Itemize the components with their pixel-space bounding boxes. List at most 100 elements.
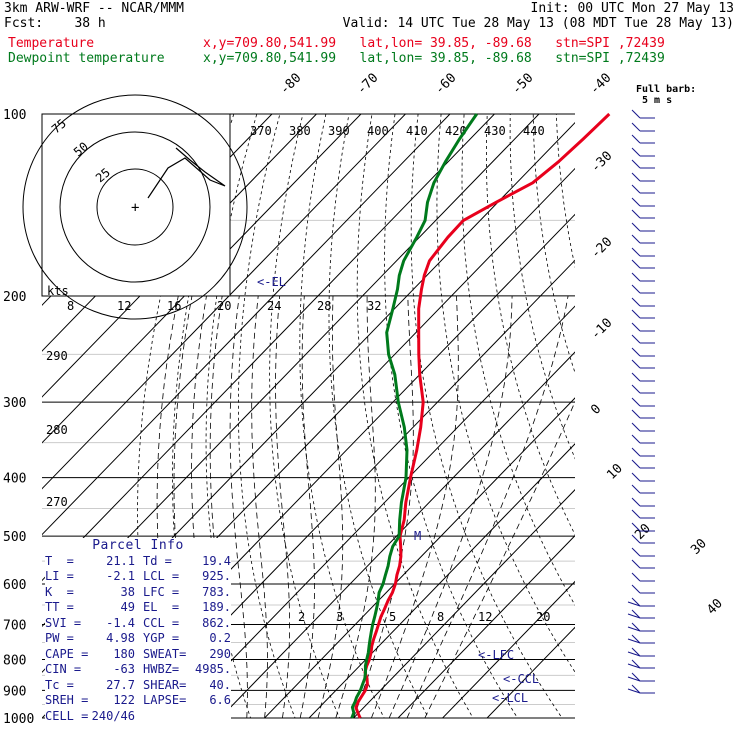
parcel-info-title: Parcel Info xyxy=(92,538,184,553)
parcel-cell: 4985. xyxy=(195,662,232,676)
wind-barb-feather xyxy=(631,559,641,569)
parcel-cell: 180 xyxy=(113,646,135,661)
wind-barb-feather xyxy=(631,509,641,519)
parcel-row: CIN = -63 HWBZ= 4985. xyxy=(45,662,231,678)
dry-adiabat-line xyxy=(485,114,575,536)
parcel-cell: YGP = xyxy=(143,631,180,645)
wind-barb-feather xyxy=(631,209,641,219)
parcel-cell: -2.1 xyxy=(106,569,135,583)
parcel-cell: 783. xyxy=(202,584,231,599)
pressure-tick-label: 900 xyxy=(3,684,26,699)
mixing-ratio-label: 20 xyxy=(217,299,231,313)
parcel-cell: 49 xyxy=(120,600,135,614)
wind-barb-feather xyxy=(631,334,641,344)
wind-barb-feather xyxy=(631,584,641,594)
parcel-cell: 122 xyxy=(113,693,135,707)
moist-adiabat-line xyxy=(317,295,344,718)
wind-barb-feather xyxy=(631,547,641,557)
legend-dewpoint-location: x,y=709.80,541.99 lat,lon= 39.85, -89.68… xyxy=(203,51,665,66)
wind-barb-feather xyxy=(631,172,641,182)
wind-barb-feather xyxy=(631,472,641,482)
mixing-ratio-label: 2 xyxy=(298,610,305,624)
isotherm-line xyxy=(42,114,540,628)
theta-left-label: 290 xyxy=(46,349,68,363)
wind-barb-feather xyxy=(631,184,641,194)
wind-barb-feather xyxy=(627,638,641,644)
dry-adiabat-line xyxy=(299,114,385,718)
wind-barb-feather xyxy=(631,459,641,469)
moist-adiabat-line xyxy=(275,295,291,718)
dry-adiabat-line xyxy=(269,114,341,718)
parcel-cell: Td = xyxy=(143,553,172,568)
isotherm-tick-label: -30 xyxy=(588,149,615,176)
wind-barb-feather xyxy=(631,347,641,357)
mixing-ratio-label: 32 xyxy=(367,299,381,313)
parcel-cell xyxy=(135,709,195,725)
parcel-cell: LCL = xyxy=(143,569,180,583)
wind-barb-feather xyxy=(631,622,641,632)
parcel-cell: 6.6 xyxy=(209,693,231,707)
isotherm-line xyxy=(42,114,451,536)
theta-tick-label: 400 xyxy=(367,124,389,138)
parcel-cell: CELL = xyxy=(45,708,89,723)
parcel-cell: 925. xyxy=(202,569,231,583)
wind-barb-feather xyxy=(631,284,641,294)
moist-adiabat-line xyxy=(335,295,376,718)
parcel-cell: 38 xyxy=(120,584,135,599)
pressure-tick-label: 400 xyxy=(3,472,26,487)
dry-adiabat-line xyxy=(328,114,430,718)
wind-barb-feather xyxy=(631,322,641,332)
wind-barb-feather xyxy=(631,484,641,494)
parcel-cell: 21.1 xyxy=(106,553,135,568)
dry-adiabat-line xyxy=(555,114,575,269)
isotherm-line xyxy=(352,489,575,718)
profile-temperature xyxy=(354,112,611,719)
isotherm-line xyxy=(397,534,575,718)
dry-adiabat-line xyxy=(384,114,519,718)
wind-barb-feather xyxy=(627,601,641,607)
wind-barb-feather xyxy=(631,534,641,544)
parcel-cell: HWBZ= xyxy=(143,662,180,676)
isotherm-line xyxy=(42,114,406,490)
isotherm-line xyxy=(308,443,575,718)
dry-adiabat-line xyxy=(579,114,740,731)
parcel-cell: 0.2 xyxy=(209,631,231,645)
theta-left-label: 280 xyxy=(46,423,68,437)
parcel-cell: CAPE = xyxy=(45,646,89,661)
wind-barb-feather xyxy=(631,572,641,582)
isotherm-tick-label: 20 xyxy=(632,521,654,543)
wind-barb-feather xyxy=(631,422,641,432)
parcel-cell xyxy=(195,709,231,725)
isotherm-line xyxy=(263,397,575,718)
wind-barb-feather xyxy=(631,659,641,669)
isotherm-tick-label: -70 xyxy=(354,71,381,98)
isotherm-tick-label: -80 xyxy=(277,71,304,98)
init-time: Init: 00 UTC Mon 27 May 13 xyxy=(530,1,735,16)
parcel-cell: 189. xyxy=(202,600,231,614)
parcel-cell: 4.98 xyxy=(106,631,135,645)
isotherm-line xyxy=(219,351,575,718)
wind-barb-feather xyxy=(631,197,641,207)
dry-adiabat-line xyxy=(436,114,575,673)
wind-legend-label: Full barb: xyxy=(636,84,696,95)
moist-adiabat-line xyxy=(251,295,268,718)
wind-barb-feather xyxy=(627,626,641,632)
isotherm-tick-label: -50 xyxy=(509,71,536,98)
isotherm-tick-label: 30 xyxy=(688,536,710,558)
wind-barb-feather xyxy=(631,122,641,132)
parcel-cell: PW = xyxy=(45,631,74,645)
wind-barb-feather xyxy=(627,688,641,694)
wind-barb-feather xyxy=(631,447,641,457)
pressure-tick-label: 500 xyxy=(3,530,26,545)
isotherm-tick-label: 0 xyxy=(588,402,604,418)
wind-barb-feather xyxy=(631,684,641,694)
hodograph-unit-label: kts xyxy=(47,284,69,298)
mixing-ratio-label: 8 xyxy=(67,299,74,313)
wind-barb-feather xyxy=(631,384,641,394)
dry-adiabat-line xyxy=(410,114,563,718)
dry-adiabat-line xyxy=(356,114,474,718)
moist-adiabat-line xyxy=(299,295,315,718)
mixing-ratio-label: 8 xyxy=(437,610,444,624)
wind-barb-feather xyxy=(631,609,641,619)
